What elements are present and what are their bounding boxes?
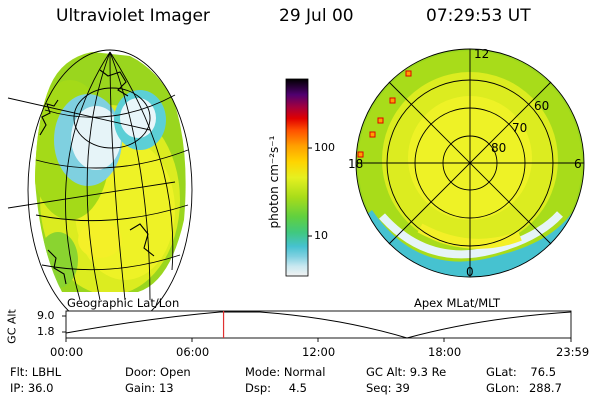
lat-label-80: 80: [491, 141, 507, 155]
xtick-0000: 00:00: [50, 345, 84, 359]
altitude-ytick-9: 9.0: [37, 309, 55, 322]
dayside-markers: [357, 70, 412, 158]
lat-label-60: 60: [534, 99, 550, 113]
gc-alt-readout: GC Alt: 9.3 Re: [366, 365, 447, 379]
right-map-caption: Apex MLat/MLT: [414, 296, 501, 310]
dsp-readout: Dsp: 4.5: [245, 381, 307, 395]
xtick-1800: 18:00: [428, 345, 462, 359]
xtick-1200: 12:00: [302, 345, 336, 359]
altitude-axis-label: GC Alt: [5, 309, 19, 344]
filter-readout: Flt: LBHL: [10, 365, 62, 379]
glon-readout: GLon: 288.7: [486, 381, 562, 395]
mlt-label-6: 6: [574, 157, 582, 171]
altitude-curve: [65, 311, 572, 339]
door-readout: Door: Open: [125, 365, 191, 379]
mlt-label-12: 12: [474, 47, 490, 61]
mlt-label-18: 18: [348, 157, 364, 171]
app-title: Ultraviolet Imager: [56, 6, 210, 26]
seq-readout: Seq: 39: [366, 381, 410, 395]
mlt-label-0: 0: [466, 265, 474, 279]
gain-readout: Gain: 13: [125, 381, 174, 395]
geographic-map: [7, 49, 193, 331]
colorbar-unit-label: photon cm⁻²s⁻¹: [267, 135, 281, 229]
colorbar: [285, 78, 312, 277]
altitude-ytick-1: 1.8: [37, 325, 55, 338]
mode-readout: Mode: Normal: [245, 365, 326, 379]
glat-readout: GLat: 76.5: [486, 365, 557, 379]
left-map-caption: Geographic Lat/Lon: [67, 296, 180, 310]
time-label: 07:29:53 UT: [426, 6, 531, 26]
lat-label-70: 70: [512, 121, 528, 135]
colorbar-tick-100: 100: [314, 141, 335, 154]
ip-readout: IP: 36.0: [10, 381, 54, 395]
colorbar-tick-10: 10: [314, 229, 328, 242]
xtick-0600: 06:00: [176, 345, 210, 359]
altitude-plot: [62, 310, 572, 342]
xtick-2359: 23:59: [556, 345, 590, 359]
date-label: 29 Jul 00: [279, 6, 354, 26]
polar-map: [355, 48, 585, 278]
